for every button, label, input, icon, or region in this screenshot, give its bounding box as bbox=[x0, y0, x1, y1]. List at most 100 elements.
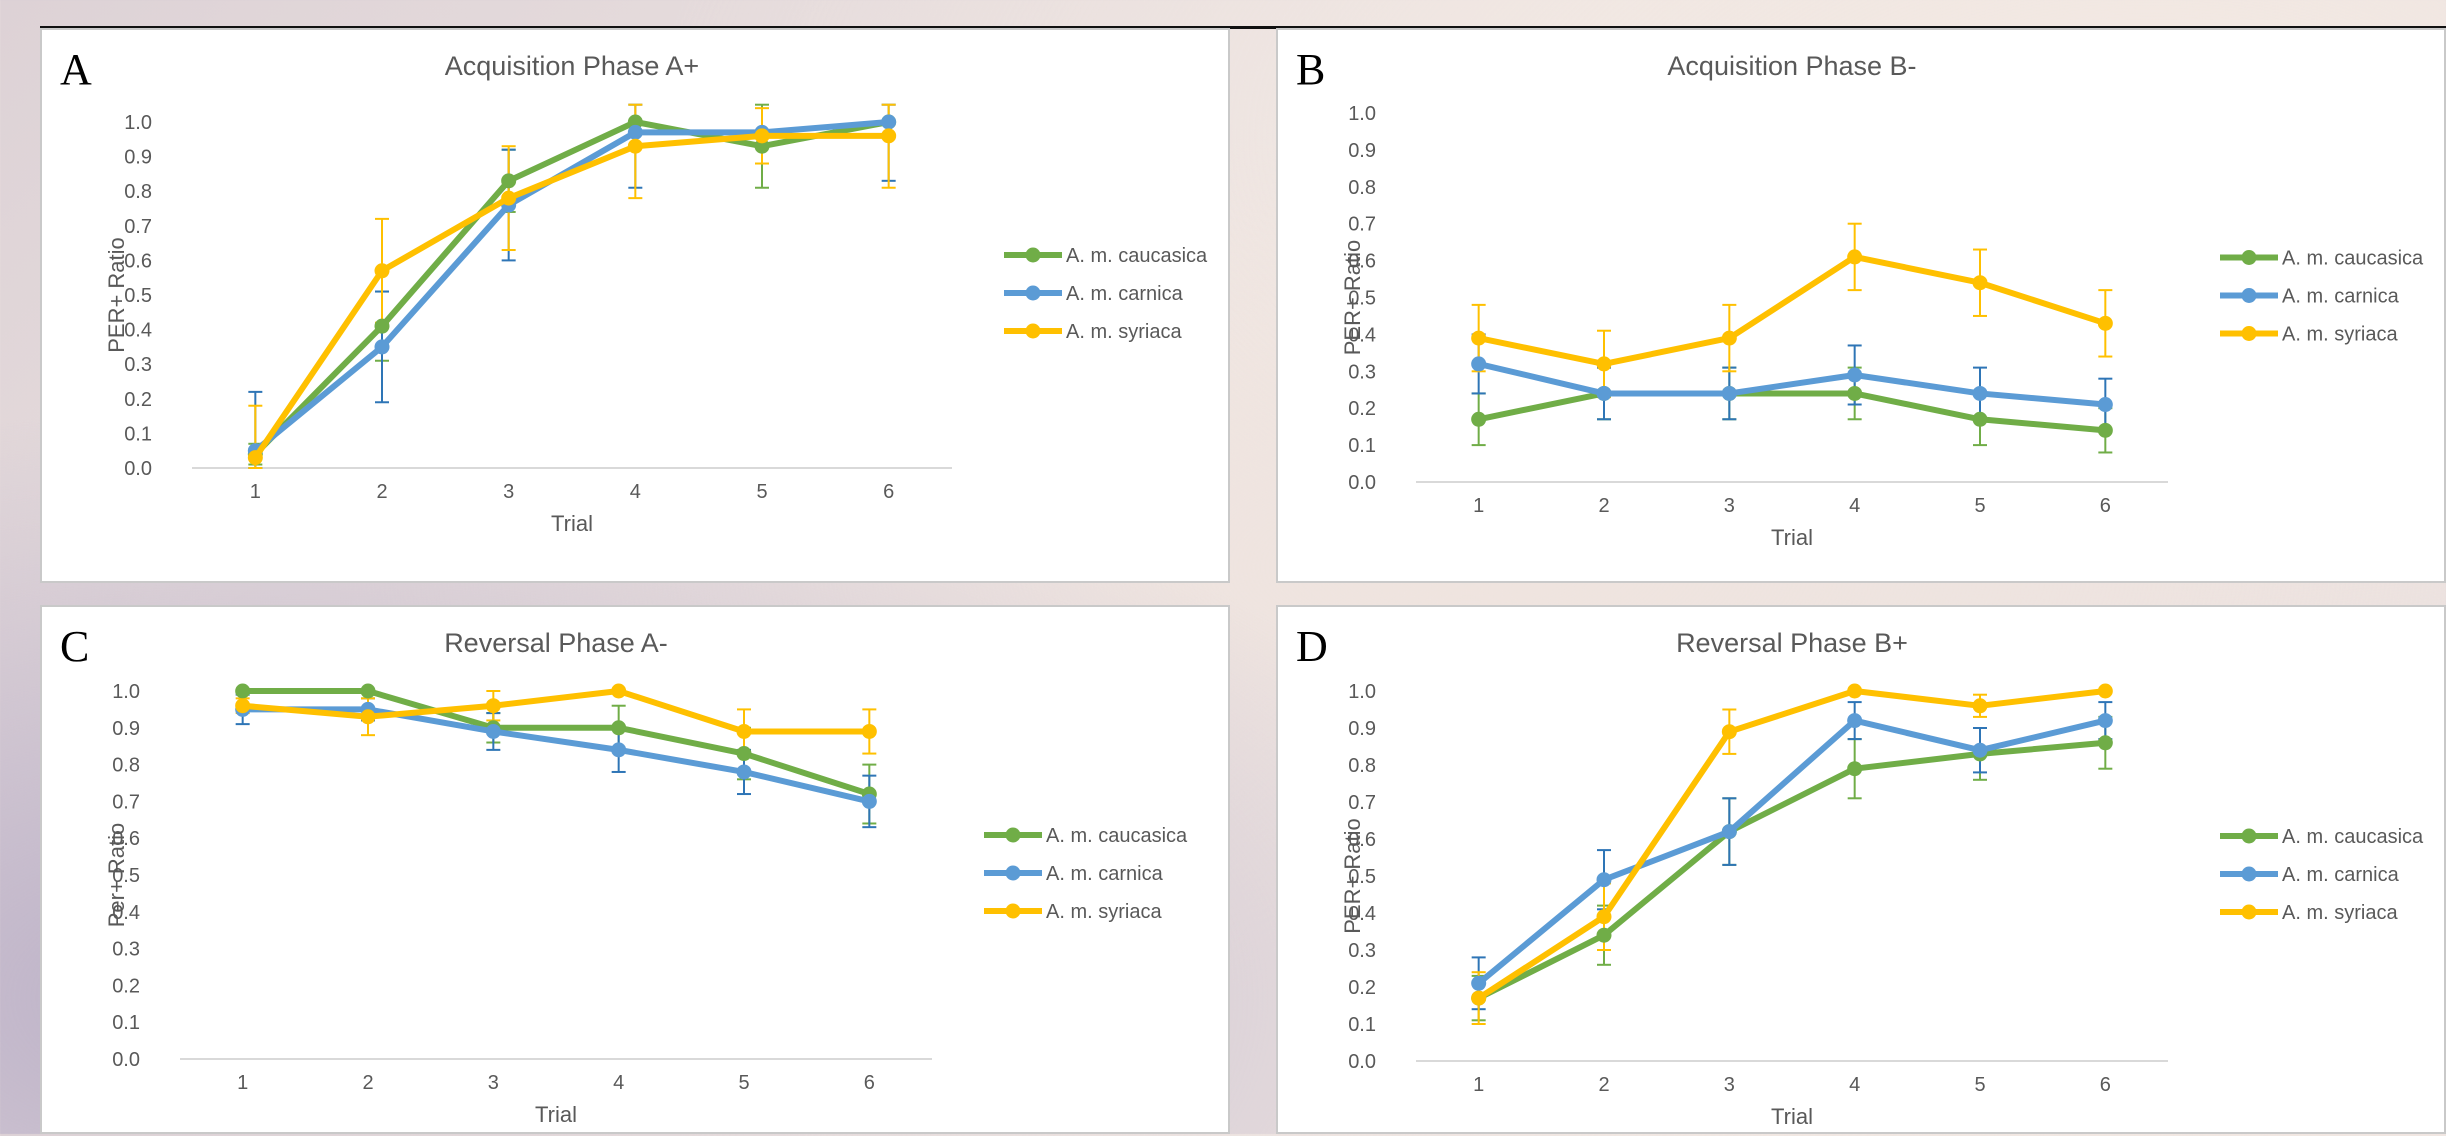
chart-title: Acquisition Phase B- bbox=[1667, 51, 1916, 81]
chart-reversal-b-plus: Reversal Phase B+ 0.0 0.1 0.2 0.3 0.4 0.5 0.6 0.… bbox=[1340, 628, 2424, 1129]
data-point bbox=[881, 128, 897, 144]
series-line bbox=[1477, 360, 2106, 408]
y-tick-label: 0.4 bbox=[1348, 324, 1376, 346]
data-point bbox=[374, 339, 390, 355]
y-tick-label: 0.7 bbox=[124, 216, 152, 238]
x-tick-label: 1 bbox=[250, 481, 261, 503]
y-tick-label: 0.8 bbox=[112, 755, 140, 777]
y-tick-label: 0.8 bbox=[1348, 177, 1376, 199]
x-tick-label: 6 bbox=[883, 481, 894, 503]
series-line bbox=[1478, 390, 2106, 434]
y-tick-label: 0.9 bbox=[1348, 718, 1376, 740]
data-point bbox=[1847, 367, 1863, 383]
legend-swatch-marker bbox=[2241, 866, 2257, 882]
legend-swatch-marker bbox=[2241, 828, 2257, 844]
legend-swatch-marker bbox=[2241, 904, 2257, 920]
data-point bbox=[1847, 249, 1863, 265]
legend-label: A. m. caucasica bbox=[2282, 248, 2424, 270]
y-tick-label: 0.0 bbox=[124, 458, 152, 480]
chart-title: Acquisition Phase A+ bbox=[445, 51, 699, 81]
data-point bbox=[627, 124, 643, 140]
legend-label: A. m. carnica bbox=[2282, 286, 2400, 308]
y-tick-label: 0.5 bbox=[1348, 288, 1376, 310]
data-point bbox=[2097, 713, 2113, 729]
x-tick-label: 4 bbox=[630, 481, 641, 503]
series-line bbox=[253, 119, 890, 457]
x-tick-label: 3 bbox=[1724, 495, 1735, 517]
data-point bbox=[736, 764, 752, 780]
y-tick-label: 0.7 bbox=[1348, 792, 1376, 814]
data-point bbox=[754, 138, 770, 154]
data-point bbox=[2097, 422, 2113, 438]
data-point bbox=[2097, 735, 2113, 751]
x-axis-title: Trial bbox=[1771, 1104, 1813, 1129]
data-point bbox=[861, 793, 877, 809]
legend-swatch-marker bbox=[1005, 903, 1021, 919]
data-point bbox=[1972, 742, 1988, 758]
panel-letter: C bbox=[60, 622, 90, 671]
data-point bbox=[1972, 698, 1988, 714]
x-tick-label: 3 bbox=[503, 481, 514, 503]
legend-swatch-marker bbox=[1025, 285, 1041, 301]
legend-label: A. m. carnica bbox=[2282, 864, 2400, 886]
x-tick-label: 2 bbox=[1598, 495, 1609, 517]
x-axis-title: Trial bbox=[535, 1102, 577, 1127]
legend-swatch-marker bbox=[2241, 250, 2257, 265]
chart-title: Reversal Phase A- bbox=[444, 628, 668, 658]
data-point bbox=[1471, 411, 1487, 427]
y-tick-label: 0.0 bbox=[1348, 472, 1376, 494]
legend-label: A. m. syriaca bbox=[2282, 324, 2398, 346]
panel-a: A Acquisition Phase A+ 0.0 0.1 0.2 0.3 0.4 0.5… bbox=[40, 28, 1230, 583]
data-point bbox=[374, 318, 390, 334]
x-tick-label: 6 bbox=[864, 1072, 875, 1094]
y-tick-label: 0.0 bbox=[1348, 1051, 1376, 1073]
data-point bbox=[1596, 872, 1612, 888]
panel-d: D Reversal Phase B+ 0.0 0.1 0.2 0.3 0.4 0.5 0.6… bbox=[1276, 605, 2446, 1134]
legend-swatch-marker bbox=[1005, 827, 1021, 843]
legend-swatch-marker bbox=[1005, 865, 1021, 881]
y-tick-label: 0.7 bbox=[1348, 214, 1376, 236]
x-tick-label: 1 bbox=[1473, 495, 1484, 517]
panel-c: C Reversal Phase A- 0.0 0.1 0.2 0.3 0.4 0.5 0.6… bbox=[40, 605, 1230, 1134]
data-point bbox=[235, 683, 251, 699]
y-tick-label: 0.1 bbox=[124, 423, 152, 445]
data-point bbox=[627, 138, 643, 154]
data-point bbox=[736, 746, 752, 762]
series-line bbox=[1477, 688, 2106, 1001]
series-line bbox=[242, 706, 871, 805]
data-point bbox=[501, 190, 517, 206]
x-tick-label: 5 bbox=[738, 1072, 749, 1094]
y-tick-label: 0.6 bbox=[1348, 251, 1376, 273]
data-point bbox=[360, 683, 376, 699]
y-tick-label: 0.5 bbox=[112, 865, 140, 887]
y-tick-label: 1.0 bbox=[124, 112, 152, 134]
data-point bbox=[1847, 385, 1863, 401]
x-tick-label: 1 bbox=[1473, 1074, 1484, 1096]
series-line bbox=[1476, 717, 2107, 986]
x-tick-label: 6 bbox=[2100, 1074, 2111, 1096]
legend-label: A. m. carnica bbox=[1066, 283, 1184, 305]
y-tick-label: 0.6 bbox=[112, 828, 140, 850]
data-point bbox=[1972, 385, 1988, 401]
series-line bbox=[242, 688, 871, 797]
x-tick-label: 2 bbox=[1598, 1074, 1609, 1096]
x-tick-label: 4 bbox=[1849, 1074, 1860, 1096]
x-axis-title: Trial bbox=[1771, 525, 1813, 550]
y-tick-label: 0.3 bbox=[1348, 361, 1376, 383]
y-tick-label: 1.0 bbox=[1348, 681, 1376, 703]
data-point bbox=[611, 720, 627, 736]
data-point bbox=[360, 709, 376, 725]
chart-title: Reversal Phase B+ bbox=[1676, 628, 1908, 658]
y-tick-label: 0.1 bbox=[1348, 1014, 1376, 1036]
y-tick-label: 0.5 bbox=[1348, 866, 1376, 888]
legend-label: A. m. carnica bbox=[1046, 863, 1164, 885]
legend-swatch-marker bbox=[2241, 288, 2257, 303]
data-point bbox=[247, 450, 263, 466]
series-line bbox=[1477, 739, 2106, 1001]
x-tick-label: 5 bbox=[1974, 495, 1985, 517]
y-tick-label: 0.0 bbox=[112, 1049, 140, 1071]
data-point bbox=[1471, 356, 1487, 372]
data-point bbox=[1471, 990, 1487, 1006]
x-tick-label: 4 bbox=[613, 1072, 624, 1094]
data-point bbox=[2097, 397, 2113, 413]
